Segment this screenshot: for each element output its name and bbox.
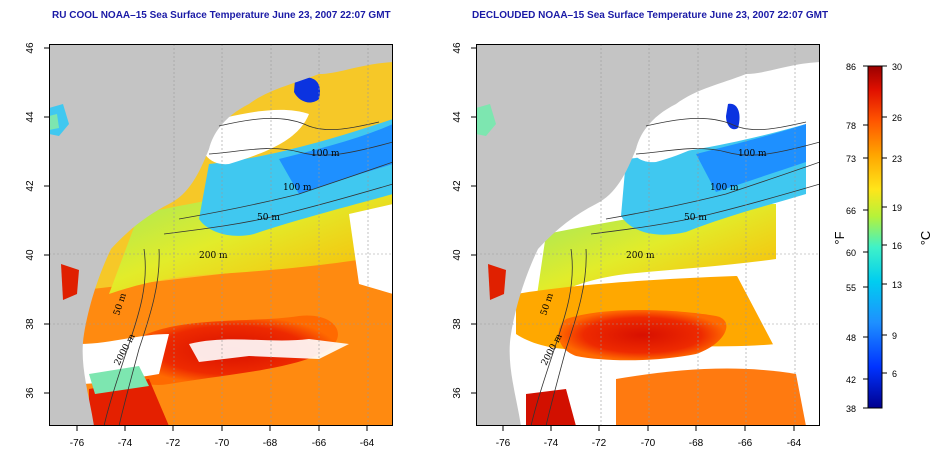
fahrenheit-tick-label: 78 (846, 121, 856, 131)
contour-label: 50 m (684, 213, 707, 223)
contour-label: 100 m (283, 183, 312, 193)
contour-label: 100 m (710, 183, 739, 193)
lat-tick-label: 40 (25, 249, 36, 261)
celsius-tick-label: 16 (892, 241, 902, 251)
lat-tick-label: 44 (25, 111, 36, 123)
celsius-tick-label: 23 (892, 154, 902, 164)
lon-tick-label: -72 (592, 438, 607, 449)
lat-tick-label: 38 (25, 318, 36, 330)
lat-tick-label: 36 (452, 387, 463, 399)
celsius-tick-label: 9 (892, 331, 897, 341)
left-lat-ticks: 46 44 42 40 38 36 (25, 42, 49, 399)
contour-label: 100 m (738, 149, 767, 159)
right-lon-ticks: -76 -74 -72 -70 -68 -66 -64 (496, 426, 802, 449)
left-sst-map: 100 m 100 m 50 m 200 m 50 m 2000 m (49, 44, 393, 426)
colorbar-fahrenheit-ticks: 86 78 73 66 60 55 48 42 38 (846, 62, 868, 414)
lat-tick-label: 40 (452, 249, 463, 261)
fahrenheit-tick-label: 66 (846, 206, 856, 216)
lat-tick-label: 42 (452, 180, 463, 192)
fahrenheit-tick-label: 42 (846, 375, 856, 385)
fahrenheit-tick-label: 73 (846, 154, 856, 164)
contour-label: 200 m (626, 251, 655, 261)
fahrenheit-tick-label: 48 (846, 333, 856, 343)
lon-tick-label: -76 (496, 438, 511, 449)
left-sst-map-image: 100 m 100 m 50 m 200 m 50 m 2000 m (49, 44, 393, 426)
lat-tick-label: 44 (452, 111, 463, 123)
fahrenheit-tick-label: 60 (846, 248, 856, 258)
lon-tick-label: -68 (263, 438, 278, 449)
lat-tick-label: 36 (25, 387, 36, 399)
lon-tick-label: -70 (215, 438, 230, 449)
lon-tick-label: -70 (641, 438, 656, 449)
lon-tick-label: -74 (544, 438, 559, 449)
contour-label: 100 m (311, 149, 340, 159)
celsius-tick-label: 19 (892, 203, 902, 213)
celsius-tick-label: 13 (892, 280, 902, 290)
lon-tick-label: -64 (360, 438, 375, 449)
lon-tick-label: -64 (787, 438, 802, 449)
celsius-tick-label: 30 (892, 62, 902, 72)
celsius-unit-label: °C (918, 231, 933, 246)
right-sst-map: 100 m 100 m 50 m 200 m 50 m 2000 m (476, 44, 820, 426)
colorbar-gradient (867, 65, 883, 409)
right-lat-ticks: 46 44 42 40 38 36 (452, 42, 476, 399)
lat-tick-label: 46 (25, 42, 36, 54)
lon-tick-label: -76 (70, 438, 85, 449)
celsius-tick-label: 6 (892, 369, 897, 379)
lat-tick-label: 42 (25, 180, 36, 192)
lon-tick-label: -66 (312, 438, 327, 449)
colorbar-celsius-ticks: 30 26 23 19 16 13 9 6 (882, 62, 902, 379)
lon-tick-label: -74 (118, 438, 133, 449)
fahrenheit-tick-label: 55 (846, 283, 856, 293)
fahrenheit-tick-label: 38 (846, 404, 856, 414)
lat-tick-label: 38 (452, 318, 463, 330)
lon-tick-label: -66 (738, 438, 753, 449)
contour-label: 200 m (199, 251, 228, 261)
contour-label: 50 m (257, 213, 280, 223)
left-panel-title: RU COOL NOAA–15 Sea Surface Temperature … (52, 10, 391, 21)
celsius-tick-label: 26 (892, 113, 902, 123)
fahrenheit-unit-label: °F (832, 231, 847, 244)
lon-tick-label: -72 (166, 438, 181, 449)
fahrenheit-tick-label: 86 (846, 62, 856, 72)
lat-tick-label: 46 (452, 42, 463, 54)
right-panel-title: DECLOUDED NOAA–15 Sea Surface Temperatur… (472, 10, 829, 21)
lon-tick-label: -68 (689, 438, 704, 449)
left-lon-ticks: -76 -74 -72 -70 -68 -66 -64 (70, 426, 375, 449)
right-sst-map-image: 100 m 100 m 50 m 200 m 50 m 2000 m (476, 44, 820, 426)
